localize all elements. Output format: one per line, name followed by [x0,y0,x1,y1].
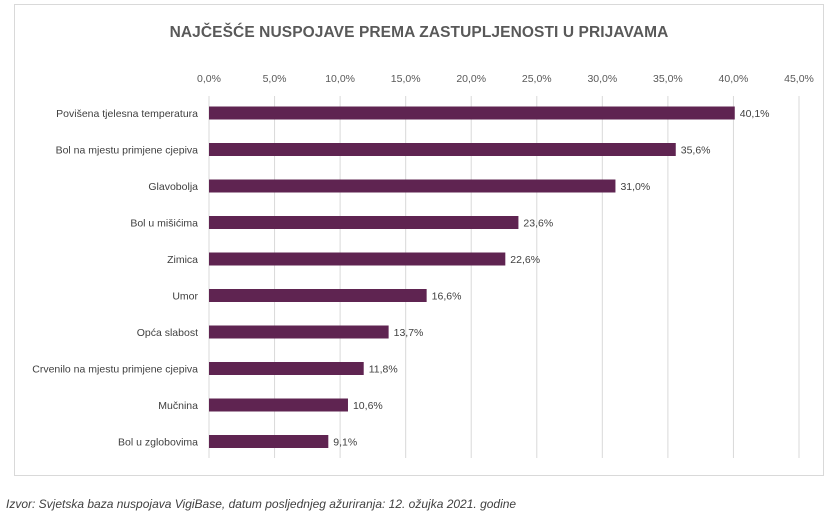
data-label: 23,6% [523,218,553,230]
source-note: Izvor: Svjetska baza nuspojava VigiBase,… [6,497,517,511]
chart-frame: NAJČEŠĆE NUSPOJAVE PREMA ZASTUPLJENOSTI … [14,4,824,476]
data-label: 13,7% [394,327,424,339]
data-label: 16,6% [432,291,462,303]
category-label: Bol na mjestu primjene cjepiva [56,145,199,157]
x-tick-label: 5,0% [263,73,287,85]
x-tick-label: 40,0% [719,73,749,85]
x-tick-label: 15,0% [391,73,421,85]
category-label: Bol u zglobovima [118,437,198,449]
category-label: Opća slabost [137,327,198,339]
data-label: 35,6% [681,145,711,157]
bar [209,179,616,193]
x-tick-label: 30,0% [587,73,617,85]
category-label: Mučnina [158,400,198,412]
x-tick-label: 0,0% [197,73,221,85]
bar [209,252,506,266]
x-tick-label: 10,0% [325,73,355,85]
bar [209,106,735,120]
data-label: 9,1% [333,437,357,449]
bar [209,362,364,375]
data-label: 40,1% [740,108,770,120]
bar [209,216,519,229]
chart-title: NAJČEŠĆE NUSPOJAVE PREMA ZASTUPLJENOSTI … [169,24,669,41]
category-label: Glavobolja [148,181,198,193]
bar-chart: 0,0% 5,0% 10,0% 15,0% 20,0% 25,0% 30,0% 35,0% 40… [32,73,814,458]
x-tick-label: 25,0% [522,73,552,85]
category-label: Bol u mišićima [130,218,198,230]
bar [209,398,348,412]
x-tick-label: 45,0% [784,73,814,85]
bar [209,143,676,156]
data-label: 11,8% [369,364,398,376]
x-tick-label: 20,0% [456,73,486,85]
bar [209,435,329,448]
data-label: 31,0% [620,181,650,193]
category-label: Povišena tjelesna temperatura [56,108,198,120]
category-label: Zimica [167,254,198,266]
category-label: Umor [172,291,198,303]
data-label: 10,6% [353,400,383,412]
bar [209,325,389,339]
category-label: Crvenilo na mjestu primjene cjepiva [32,364,198,376]
x-tick-label: 35,0% [653,73,683,85]
data-label: 22,6% [510,254,540,266]
bar [209,289,427,302]
